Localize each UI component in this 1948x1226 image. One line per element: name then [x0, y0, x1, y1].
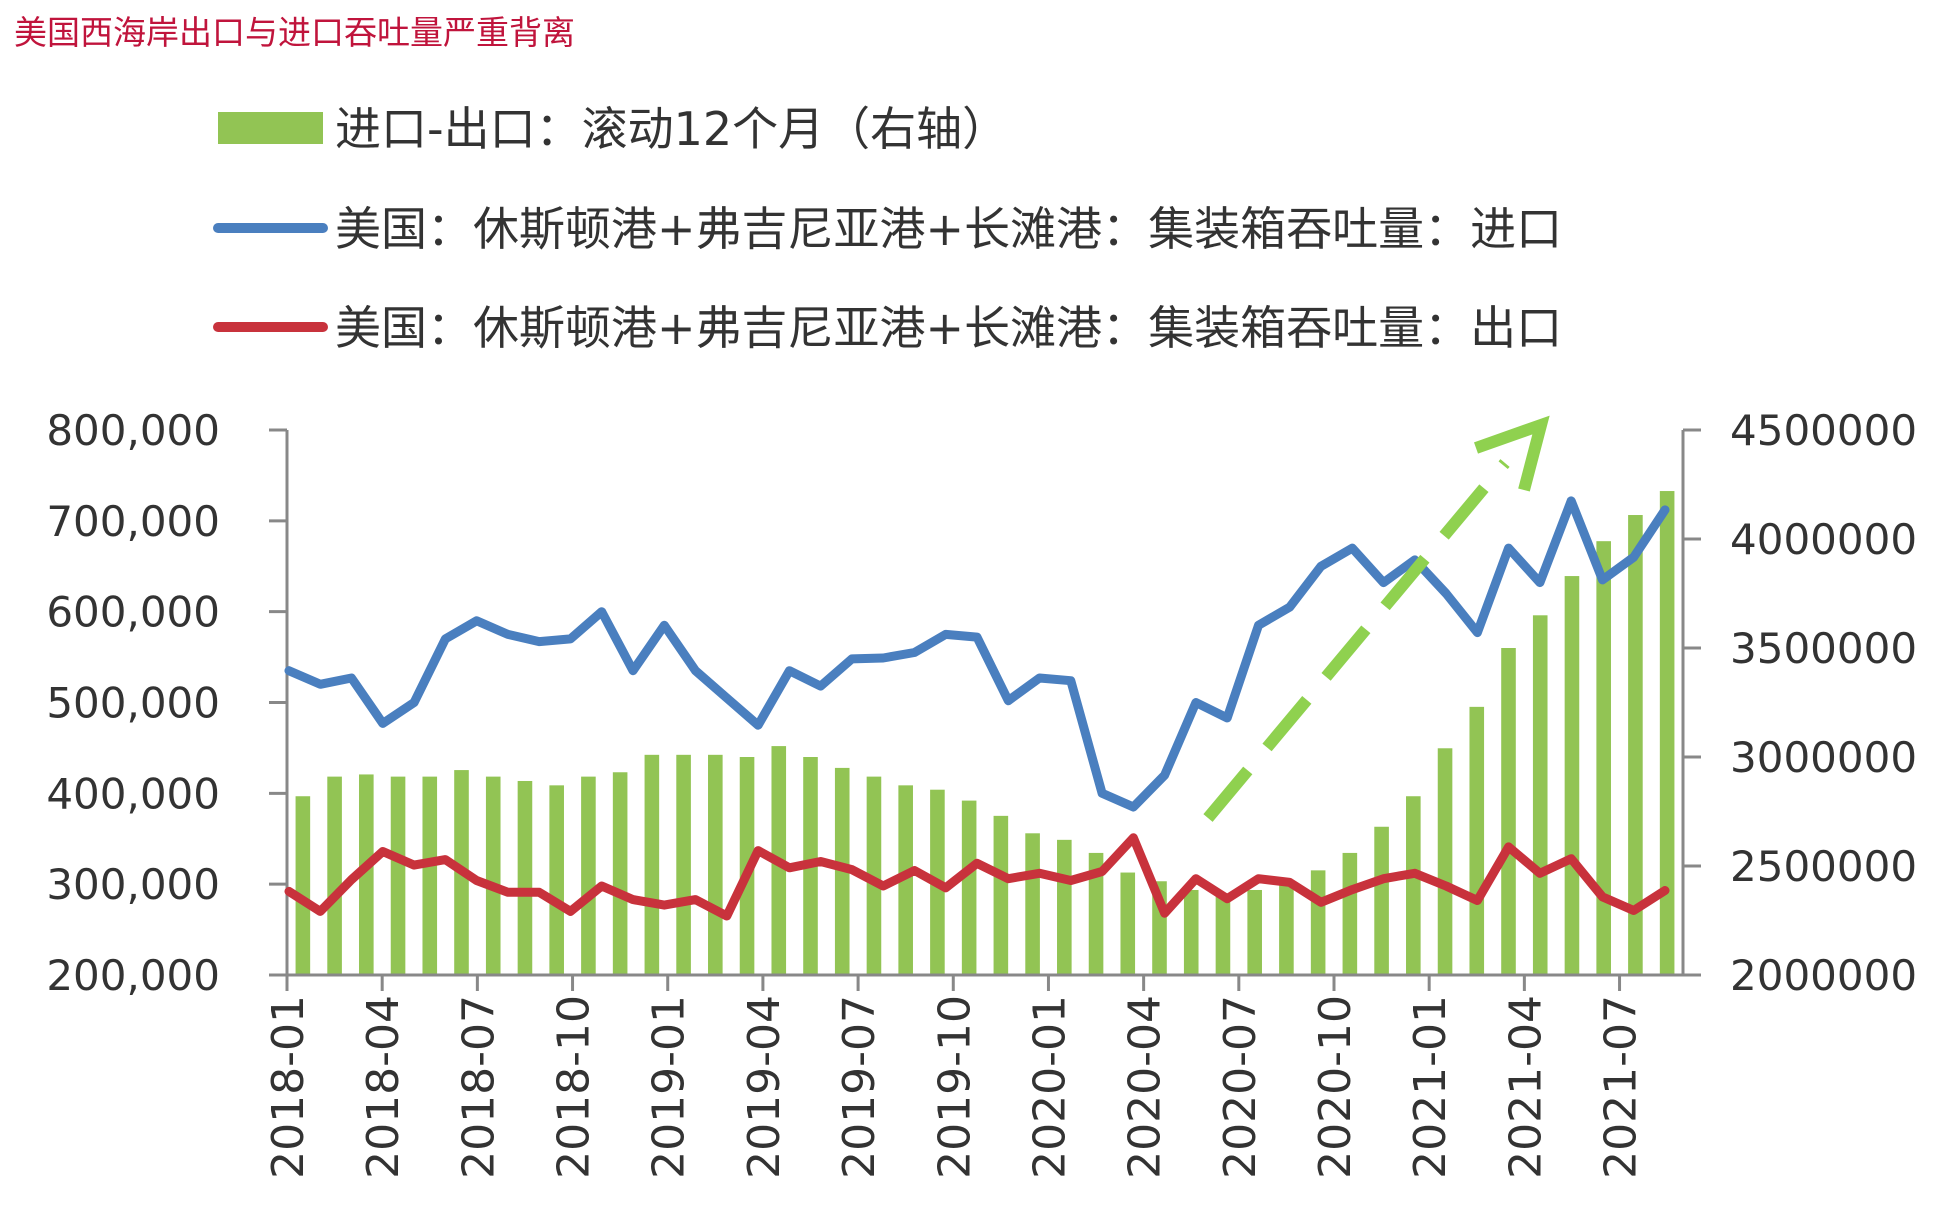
trend-arrow — [1203, 415, 1550, 822]
bar-2019-10 — [961, 800, 977, 975]
bar-2019-08 — [898, 785, 913, 975]
bar-2020-09 — [1310, 870, 1326, 975]
x-tick-label: 2020-01 — [1024, 995, 1075, 1179]
bar-2020-05 — [1183, 889, 1199, 975]
bar-2018-07 — [485, 776, 501, 975]
bar-2020-06 — [1215, 896, 1231, 975]
legend-import-label: 美国：休斯顿港+弗吉尼亚港+长滩港：集装箱吞吐量：进口 — [335, 202, 1562, 256]
bar-2018-11 — [612, 772, 628, 975]
right-tick-label: 3500000 — [1730, 624, 1917, 673]
bar-2018-01 — [295, 796, 311, 975]
bar-2020-01 — [1057, 839, 1072, 975]
bar-2021-04 — [1532, 615, 1548, 975]
left-tick-label: 700,000 — [46, 497, 220, 546]
bar-2021-02 — [1469, 706, 1485, 975]
bar-2020-02 — [1088, 852, 1104, 975]
x-tick-label: 2020-10 — [1310, 995, 1361, 1179]
bar-2020-10 — [1342, 852, 1358, 975]
bar-2020-11 — [1374, 826, 1389, 975]
bar-2018-10 — [581, 776, 596, 975]
x-tick-label: 2021-04 — [1500, 995, 1551, 1179]
bar-2020-03 — [1120, 872, 1136, 975]
bar-2019-07 — [866, 776, 882, 975]
x-tick-label: 2019-10 — [929, 995, 980, 1179]
left-tick-label: 400,000 — [46, 769, 220, 818]
right-tick-label: 2000000 — [1730, 951, 1917, 1000]
left-tick-label: 200,000 — [46, 951, 220, 1000]
legend-bar-swatch — [218, 112, 323, 144]
bar-2018-05 — [422, 776, 438, 975]
x-tick-label: 2021-07 — [1596, 995, 1647, 1179]
bar-2021-05 — [1564, 576, 1580, 975]
legend-export-label: 美国：休斯顿港+弗吉尼亚港+长滩港：集装箱吞吐量：出口 — [335, 301, 1562, 355]
bar-2021-07 — [1628, 515, 1643, 975]
bar-2019-01 — [676, 754, 691, 975]
x-tick-label: 2019-04 — [739, 995, 790, 1179]
bar-2019-11 — [993, 815, 1009, 975]
x-tick-label: 2018-01 — [263, 995, 314, 1179]
x-tick-label: 2018-07 — [453, 995, 504, 1179]
right-tick-label: 3000000 — [1730, 733, 1917, 782]
right-tick-label: 4500000 — [1730, 406, 1917, 455]
left-tick-label: 300,000 — [46, 860, 220, 909]
bar-2018-04 — [390, 776, 406, 975]
x-tick-label: 2019-07 — [834, 995, 885, 1179]
left-tick-label: 500,000 — [46, 679, 220, 728]
legend: 进口-出口：滚动12个月（右轴） 美国：休斯顿港+弗吉尼亚港+长滩港：集装箱吞吐量… — [213, 102, 1562, 355]
bar-2018-12 — [644, 754, 660, 975]
bar-2018-02 — [327, 776, 342, 975]
bar-2020-07 — [1247, 889, 1262, 975]
axes: 200,000 300,000 400,000 500,000 600,000 700,0… — [46, 406, 1917, 1179]
import-line — [284, 496, 1670, 812]
bar-2021-03 — [1501, 648, 1516, 975]
trend-arrow-shaft — [1203, 459, 1510, 822]
left-tick-label: 600,000 — [46, 588, 220, 637]
right-tick-label: 4000000 — [1730, 515, 1917, 564]
bar-2020-08 — [1279, 883, 1294, 975]
x-tick-label: 2018-04 — [358, 995, 409, 1179]
x-tick-label: 2020-04 — [1120, 995, 1171, 1179]
left-tick-label: 800,000 — [46, 406, 220, 455]
bar-2018-03 — [359, 774, 374, 975]
right-tick-label: 2500000 — [1730, 842, 1917, 891]
bar-series — [295, 491, 1675, 975]
bar-2019-12 — [1025, 833, 1040, 975]
bar-2021-01 — [1437, 748, 1453, 975]
x-tick-label: 2019-01 — [644, 995, 695, 1179]
x-tick-label: 2020-07 — [1215, 995, 1266, 1179]
line-series — [284, 496, 1670, 921]
bar-2018-09 — [549, 785, 564, 975]
bar-2021-06 — [1596, 541, 1611, 975]
legend-bar-label: 进口-出口：滚动12个月（右轴） — [335, 102, 1008, 156]
bar-2019-02 — [708, 754, 723, 975]
export-line — [284, 833, 1670, 921]
bar-2020-12 — [1406, 796, 1421, 975]
bar-2018-08 — [517, 780, 533, 975]
bar-2021-08 — [1659, 491, 1675, 975]
x-tick-label: 2018-10 — [549, 995, 600, 1179]
page-title: 美国西海岸出口与进口吞吐量严重背离 — [14, 13, 575, 52]
x-tick-label: 2021-01 — [1405, 995, 1456, 1179]
trend-arrow-head — [1473, 415, 1550, 492]
